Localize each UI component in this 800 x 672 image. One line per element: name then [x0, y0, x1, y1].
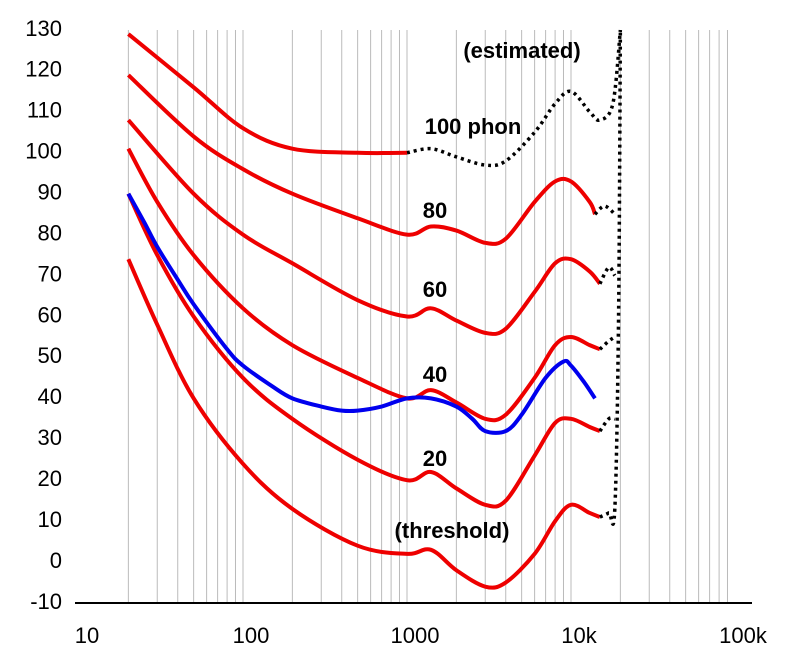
- y-tick-label: 60: [38, 302, 62, 327]
- y-tick-label: 40: [38, 384, 62, 409]
- y-tick-label: 20: [38, 466, 62, 491]
- series-line: [126, 147, 601, 423]
- y-tick-label: 70: [38, 261, 62, 286]
- y-tick-label: 100: [25, 139, 62, 164]
- series-label: 40: [423, 362, 447, 387]
- series-label: 20: [423, 446, 447, 471]
- y-tick-label: 30: [38, 425, 62, 450]
- series-label: 80: [423, 198, 447, 223]
- series-line: [126, 73, 597, 246]
- x-tick-label: 1000: [391, 623, 440, 648]
- y-tick-label: 130: [25, 16, 62, 41]
- series-label: 100 phon: [425, 114, 522, 139]
- y-tick-label: 90: [38, 180, 62, 205]
- y-tick-label: -10: [30, 589, 62, 614]
- y-tick-label: 80: [38, 220, 62, 245]
- series-line: [126, 258, 601, 590]
- y-tick-label: 0: [50, 548, 62, 573]
- y-tick-label: 110: [27, 98, 62, 123]
- y-tick-label: 120: [25, 57, 62, 82]
- x-tick-label: 10: [75, 623, 99, 648]
- series-label: (threshold): [395, 518, 510, 543]
- series-label: 60: [423, 277, 447, 302]
- y-tick-label: 10: [38, 507, 62, 532]
- series-line: [126, 192, 601, 509]
- series-label: (estimated): [463, 38, 580, 63]
- x-tick-label: 10k: [561, 623, 597, 648]
- x-tick-label: 100k: [719, 623, 768, 648]
- x-tick-label: 100: [233, 623, 270, 648]
- series-line: [126, 192, 597, 435]
- series-line: [127, 32, 408, 156]
- y-tick-label: 50: [38, 343, 62, 368]
- series-line: [126, 118, 602, 336]
